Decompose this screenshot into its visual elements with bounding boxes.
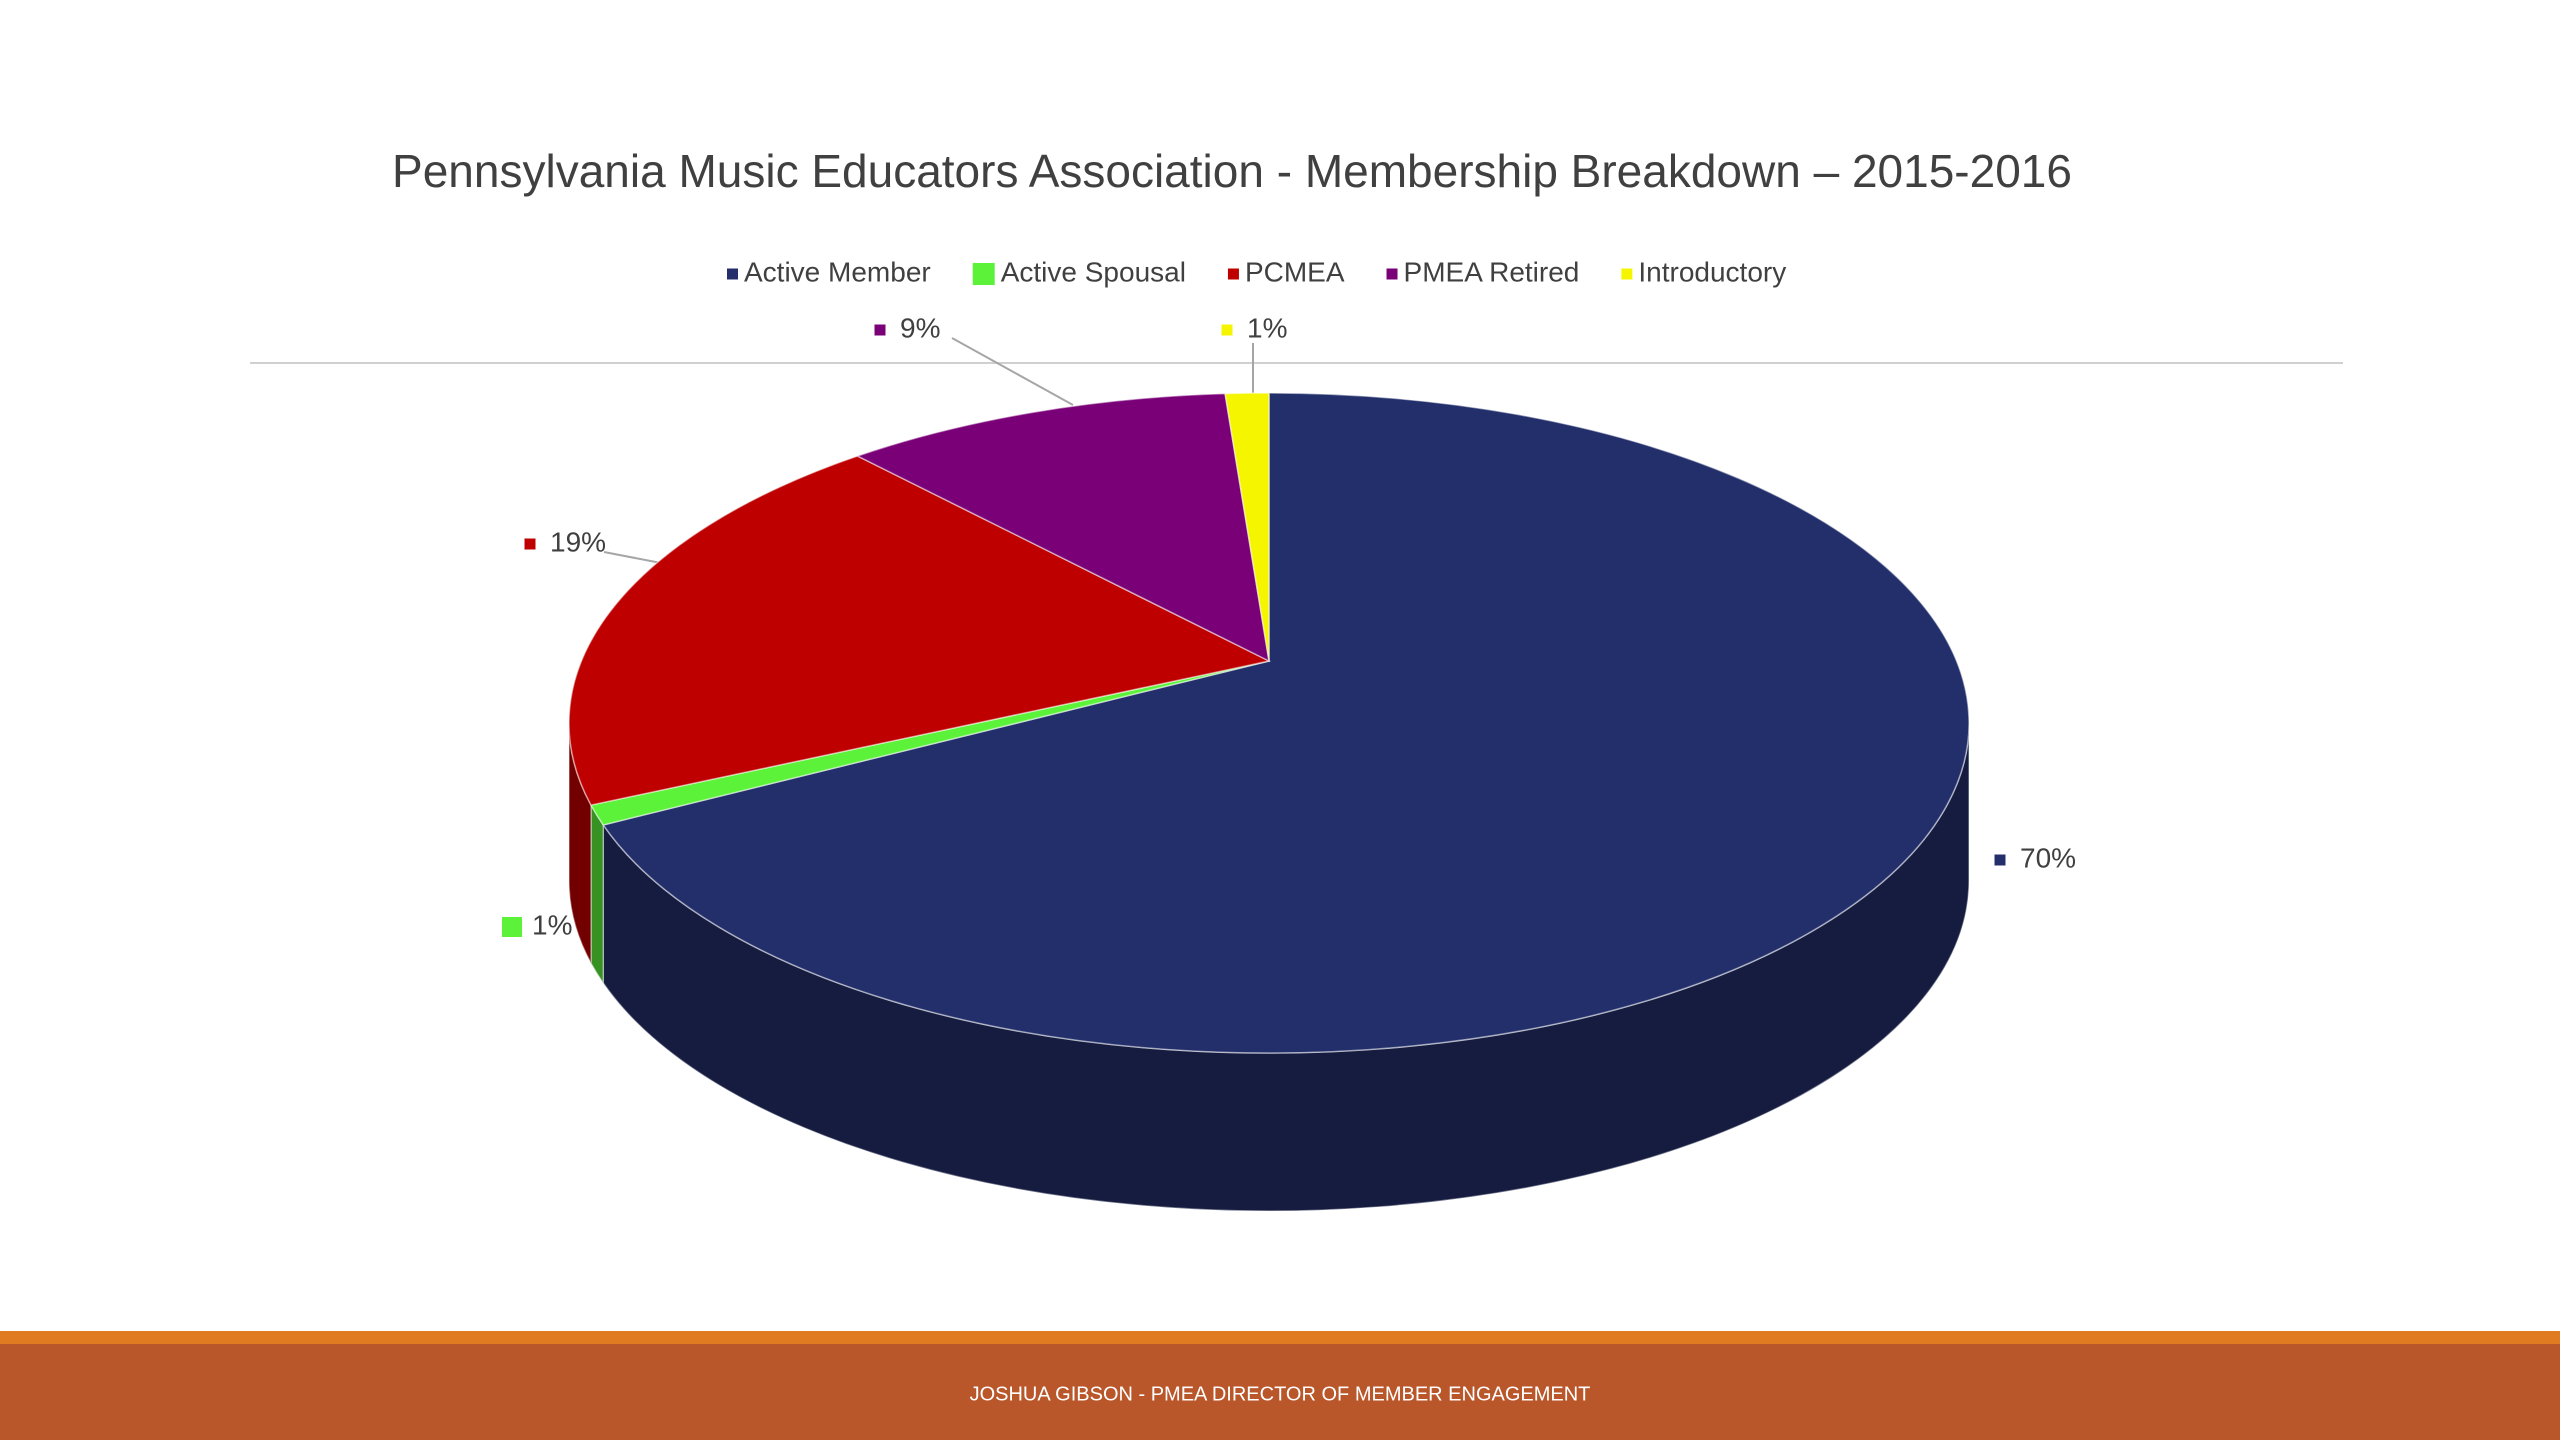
legend-label: Active Member <box>744 256 931 287</box>
legend-label: PCMEA <box>1245 256 1345 287</box>
label-key <box>1994 854 2006 866</box>
pie-tops <box>568 392 1970 1054</box>
data-label: 1% <box>1247 312 1287 343</box>
chart-title: Pennsylvania Music Educators Association… <box>392 145 2072 197</box>
data-label: 9% <box>900 312 940 343</box>
label-key <box>524 538 536 550</box>
legend-key <box>1386 268 1398 280</box>
leader-line <box>603 551 662 564</box>
slice <box>568 455 1272 806</box>
footer-text: JOSHUA GIBSON - PMEA DIRECTOR OF MEMBER … <box>970 1383 1591 1405</box>
data-label: 19% <box>550 526 606 557</box>
label-key <box>874 324 886 336</box>
legend-key <box>972 263 995 285</box>
slice <box>855 392 1270 663</box>
data-label: 1% <box>532 909 572 940</box>
legend-label: PMEA Retired <box>1404 256 1580 287</box>
label-key <box>502 917 522 937</box>
slice <box>1224 392 1270 662</box>
legend-key <box>1227 268 1239 280</box>
legend-key <box>727 268 738 280</box>
label-key <box>1221 324 1233 336</box>
footer-accent <box>0 1331 2560 1344</box>
footer-band <box>0 1344 2560 1440</box>
legend-label: Introductory <box>1638 256 1786 287</box>
slice <box>602 392 1970 1054</box>
legend-key <box>1621 268 1633 280</box>
slice-side <box>590 804 605 986</box>
data-label: 70% <box>2020 842 2076 873</box>
legend-label: Active Spousal <box>1001 256 1186 287</box>
leader-line <box>951 337 1074 406</box>
